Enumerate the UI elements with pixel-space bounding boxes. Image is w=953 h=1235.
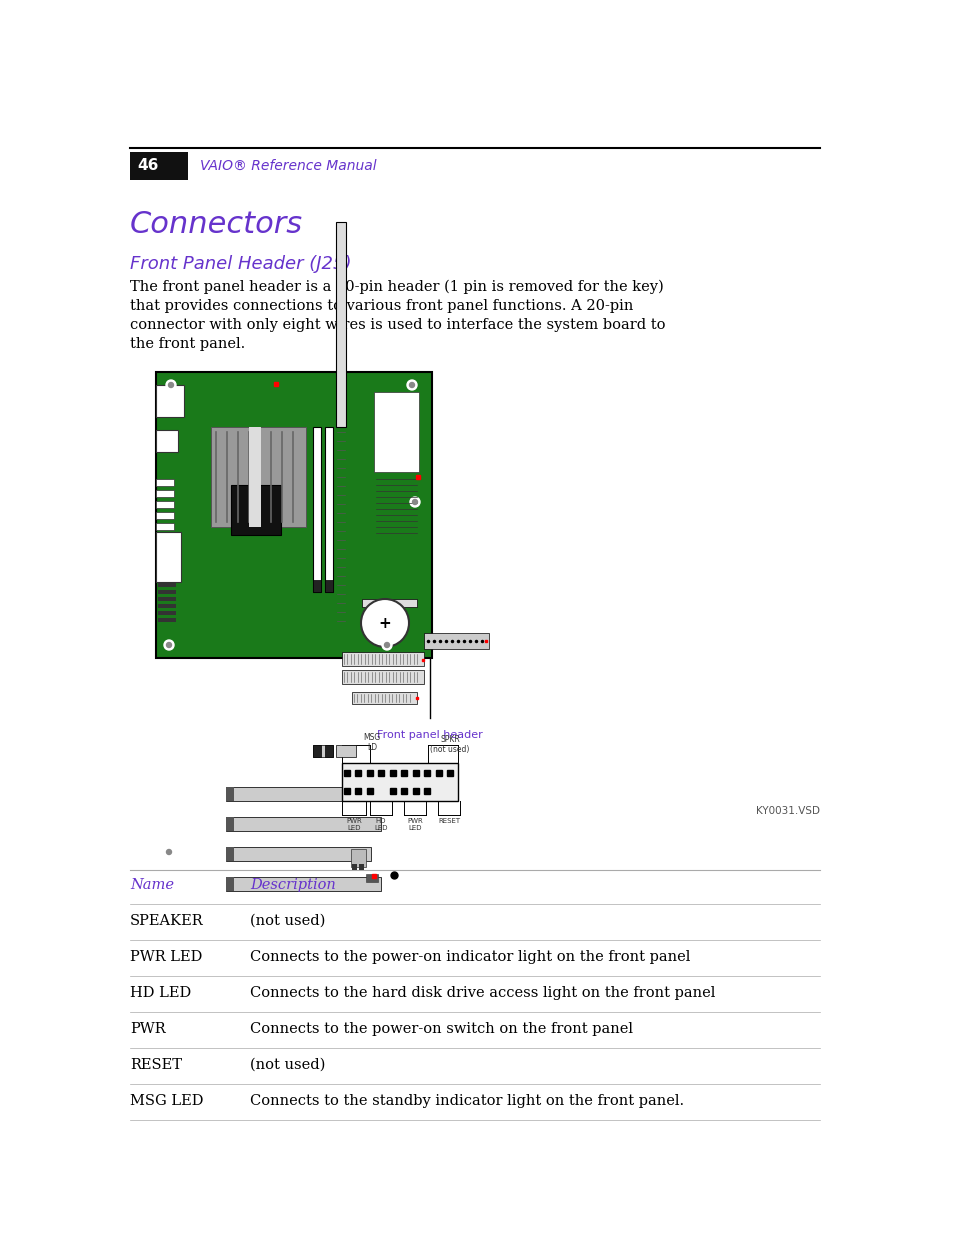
- Text: MSG LED: MSG LED: [130, 1094, 203, 1108]
- Circle shape: [407, 380, 416, 390]
- Bar: [325, 580, 333, 592]
- Text: HD
LED: HD LED: [374, 818, 387, 831]
- Text: RESET: RESET: [130, 1058, 182, 1072]
- Bar: [325, 427, 333, 592]
- Bar: [313, 745, 320, 757]
- Circle shape: [410, 496, 419, 508]
- Bar: [249, 427, 261, 527]
- Bar: [156, 513, 173, 519]
- Bar: [366, 874, 377, 882]
- Text: Connectors: Connectors: [130, 210, 303, 240]
- Circle shape: [409, 383, 414, 388]
- Bar: [156, 490, 173, 496]
- Bar: [158, 604, 175, 608]
- Text: HD LED: HD LED: [130, 986, 191, 1000]
- Text: Connects to the power-on switch on the front panel: Connects to the power-on switch on the f…: [250, 1023, 633, 1036]
- Circle shape: [167, 642, 172, 647]
- Bar: [374, 391, 418, 472]
- Bar: [358, 864, 364, 869]
- Bar: [156, 372, 432, 658]
- Circle shape: [360, 599, 409, 647]
- Text: Connects to the power-on indicator light on the front panel: Connects to the power-on indicator light…: [250, 950, 690, 965]
- Text: RESET: RESET: [437, 818, 459, 824]
- Text: that provides connections to various front panel functions. A 20-pin: that provides connections to various fro…: [130, 299, 633, 312]
- Bar: [156, 501, 173, 508]
- Bar: [341, 652, 423, 666]
- Bar: [226, 787, 391, 802]
- Text: SPEAKER: SPEAKER: [130, 914, 203, 927]
- Bar: [211, 427, 306, 527]
- Circle shape: [169, 383, 173, 388]
- Bar: [313, 745, 333, 757]
- Bar: [335, 222, 346, 427]
- Text: Description: Description: [250, 878, 335, 892]
- Bar: [156, 534, 173, 541]
- Bar: [361, 599, 416, 606]
- Bar: [226, 847, 233, 861]
- Bar: [226, 847, 371, 861]
- Text: (not used): (not used): [250, 1058, 325, 1072]
- Bar: [313, 580, 320, 592]
- Bar: [352, 692, 416, 704]
- Bar: [352, 864, 356, 869]
- Circle shape: [167, 850, 172, 855]
- Circle shape: [166, 380, 175, 390]
- Bar: [226, 877, 233, 890]
- Text: PWR
LED: PWR LED: [407, 818, 422, 831]
- Text: VAIO® Reference Manual: VAIO® Reference Manual: [200, 159, 376, 173]
- Circle shape: [164, 640, 173, 650]
- Bar: [226, 877, 380, 890]
- Text: Front panel header: Front panel header: [376, 730, 482, 740]
- Text: The front panel header is a 20-pin header (1 pin is removed for the key): The front panel header is a 20-pin heade…: [130, 280, 663, 294]
- Circle shape: [381, 640, 392, 650]
- Bar: [158, 618, 175, 622]
- Bar: [156, 430, 178, 452]
- Bar: [231, 485, 281, 535]
- Text: 46: 46: [137, 158, 158, 173]
- Bar: [158, 583, 175, 587]
- Bar: [130, 152, 188, 180]
- Text: the front panel.: the front panel.: [130, 337, 245, 351]
- Text: connector with only eight wires is used to interface the system board to: connector with only eight wires is used …: [130, 317, 665, 332]
- Bar: [351, 848, 366, 867]
- Text: Name: Name: [130, 878, 173, 892]
- Bar: [226, 818, 233, 831]
- Text: Connects to the hard disk drive access light on the front panel: Connects to the hard disk drive access l…: [250, 986, 715, 1000]
- Bar: [341, 763, 457, 802]
- Bar: [156, 385, 184, 417]
- Bar: [226, 818, 380, 831]
- Text: PWR LED: PWR LED: [130, 950, 202, 965]
- Bar: [226, 787, 233, 802]
- Bar: [335, 745, 355, 757]
- Text: KY0031.VSD: KY0031.VSD: [755, 806, 820, 816]
- Bar: [325, 745, 333, 757]
- Bar: [341, 671, 423, 684]
- Bar: [313, 427, 320, 592]
- Bar: [158, 611, 175, 615]
- Text: SPKR
(not used): SPKR (not used): [430, 735, 469, 755]
- Text: MSG
LD: MSG LD: [363, 734, 380, 752]
- Text: +: +: [378, 615, 391, 631]
- Text: PWR: PWR: [130, 1023, 166, 1036]
- Circle shape: [412, 499, 417, 505]
- Text: PWR
LED: PWR LED: [346, 818, 361, 831]
- Bar: [156, 532, 181, 582]
- Bar: [423, 634, 489, 650]
- Bar: [158, 590, 175, 594]
- Bar: [156, 479, 173, 487]
- Circle shape: [164, 847, 173, 857]
- Bar: [158, 597, 175, 601]
- Text: Connects to the standby indicator light on the front panel.: Connects to the standby indicator light …: [250, 1094, 683, 1108]
- Text: Front Panel Header (J25): Front Panel Header (J25): [130, 254, 351, 273]
- Circle shape: [384, 642, 389, 647]
- Text: (not used): (not used): [250, 914, 325, 927]
- Bar: [156, 522, 173, 530]
